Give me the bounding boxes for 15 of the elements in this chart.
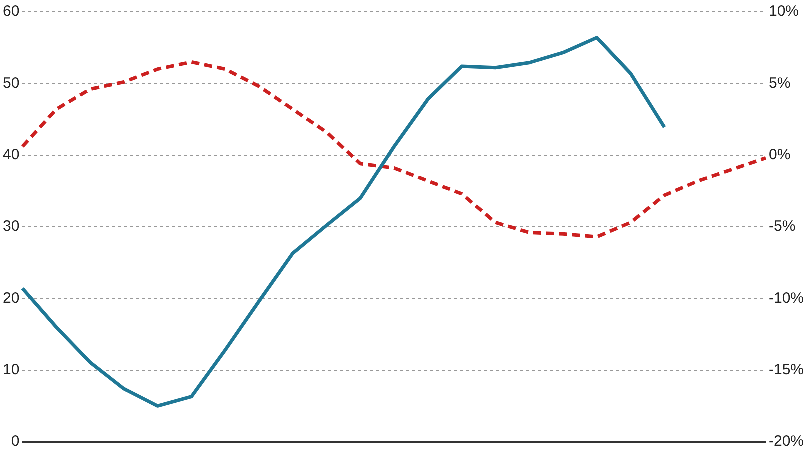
- y2-tick-label: 5%: [768, 74, 791, 92]
- y2-tick-label: 0%: [768, 146, 791, 164]
- line-series: [20, 60, 768, 239]
- y-tick-label: 20: [2, 290, 20, 307]
- y2-tick-label: -15%: [768, 361, 804, 378]
- y-tick-label: 40: [2, 146, 20, 164]
- y2-tick-label: 10%: [768, 3, 800, 20]
- y-tick-label: 30: [2, 218, 20, 236]
- y2-tick-label: -10%: [768, 290, 804, 307]
- y2-tick-label: -20%: [768, 433, 804, 450]
- y-tick-label: 60: [2, 3, 20, 20]
- y2-tick-label: -5%: [768, 218, 796, 236]
- y-tick-label: 50: [2, 74, 20, 92]
- y-tick-label: 10: [2, 361, 20, 378]
- y-tick-label: 0: [11, 433, 20, 450]
